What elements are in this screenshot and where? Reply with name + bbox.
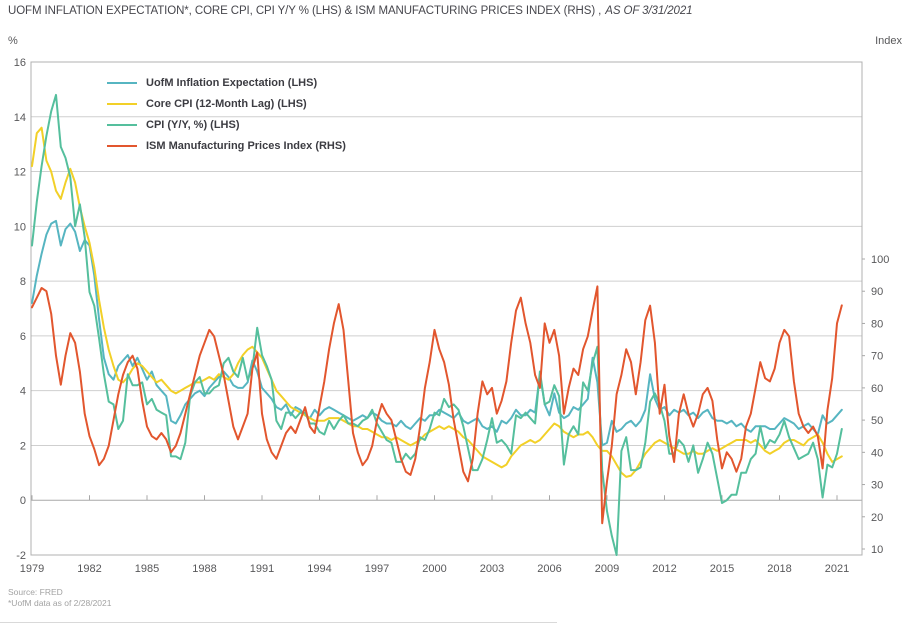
left-axis-tick-label: 12 <box>14 167 26 179</box>
x-axis-tick-label: 2003 <box>480 563 504 575</box>
right-axis-tick-label: 40 <box>871 447 883 459</box>
left-axis-tick-label: 0 <box>20 495 26 507</box>
left-axis-tick-label: 4 <box>20 386 26 398</box>
x-axis-tick-label: 1994 <box>307 563 331 575</box>
x-axis-tick-label: 1982 <box>77 563 101 575</box>
series-line-core_cpi <box>31 126 843 478</box>
right-axis-tick-label: 80 <box>871 318 883 330</box>
left-axis-unit-label: % <box>8 35 18 47</box>
left-axis-tick-label: 14 <box>14 112 26 124</box>
left-axis-tick-label: 16 <box>14 57 26 69</box>
legend-swatch-core_cpi <box>107 102 137 105</box>
right-axis-tick-label: 10 <box>871 544 883 556</box>
x-axis-tick-label: 2015 <box>710 563 734 575</box>
chart-title-asof: AS OF 3/31/2021 <box>605 5 693 17</box>
right-axis-unit-label: Index <box>875 35 902 47</box>
x-axis-tick-label: 1979 <box>20 563 44 575</box>
legend-swatch-cpi <box>107 123 137 126</box>
right-axis-tick-label: 50 <box>871 415 883 427</box>
series-line-ism <box>31 285 843 525</box>
plot-border <box>30 61 863 556</box>
uofm-data-note: *UofM data as of 2/28/2021 <box>8 598 112 608</box>
right-axis-tick-label: 60 <box>871 383 883 395</box>
source-note: Source: FRED <box>8 587 63 597</box>
chart-footer: Source: FRED *UofM data as of 2/28/2021 <box>8 587 112 609</box>
left-axis-tick-label: -2 <box>16 550 26 562</box>
x-axis-tick-label: 1997 <box>365 563 389 575</box>
x-axis-tick-label: 1991 <box>250 563 274 575</box>
legend-swatch-ism <box>107 144 137 147</box>
legend-label-ism: ISM Manufacturing Prices Index (RHS) <box>146 139 346 152</box>
x-axis-tick-label: 1988 <box>192 563 216 575</box>
bottom-divider <box>0 622 557 623</box>
left-axis-tick-label: 10 <box>14 221 26 233</box>
right-axis-tick-label: 30 <box>871 480 883 492</box>
x-axis-tick-label: 1985 <box>135 563 159 575</box>
x-axis-tick-label: 2012 <box>652 563 676 575</box>
x-axis-tick-label: 2009 <box>595 563 619 575</box>
legend: UofM Inflation Expectation (LHS) Core CPI… <box>107 72 346 156</box>
legend-row-core_cpi: Core CPI (12-Month Lag) (LHS) <box>107 93 346 114</box>
legend-label-uofm: UofM Inflation Expectation (LHS) <box>146 76 318 89</box>
legend-label-core_cpi: Core CPI (12-Month Lag) (LHS) <box>146 97 307 110</box>
series-line-cpi <box>31 93 843 556</box>
legend-swatch-uofm <box>107 81 137 84</box>
right-axis-tick-label: 90 <box>871 286 883 298</box>
chart-title: UOFM INFLATION EXPECTATION*, CORE CPI, C… <box>8 5 898 17</box>
chart-title-main: UOFM INFLATION EXPECTATION*, CORE CPI, C… <box>8 5 602 17</box>
x-axis-tick-label: 2018 <box>767 563 791 575</box>
legend-row-cpi: CPI (Y/Y, %) (LHS) <box>107 114 346 135</box>
left-axis-tick-label: 8 <box>20 276 26 288</box>
right-axis-tick-label: 20 <box>871 512 883 524</box>
x-axis-tick-label: 2006 <box>537 563 561 575</box>
left-axis-tick-label: 2 <box>20 440 26 452</box>
right-axis-tick-label: 70 <box>871 351 883 363</box>
legend-label-cpi: CPI (Y/Y, %) (LHS) <box>146 118 240 131</box>
series-line-uofm <box>31 219 843 447</box>
legend-row-uofm: UofM Inflation Expectation (LHS) <box>107 72 346 93</box>
x-axis-tick-label: 2021 <box>825 563 849 575</box>
x-axis-tick-label: 2000 <box>422 563 446 575</box>
left-axis-tick-label: 6 <box>20 331 26 343</box>
legend-row-ism: ISM Manufacturing Prices Index (RHS) <box>107 135 346 156</box>
right-axis-tick-label: 100 <box>871 254 889 266</box>
